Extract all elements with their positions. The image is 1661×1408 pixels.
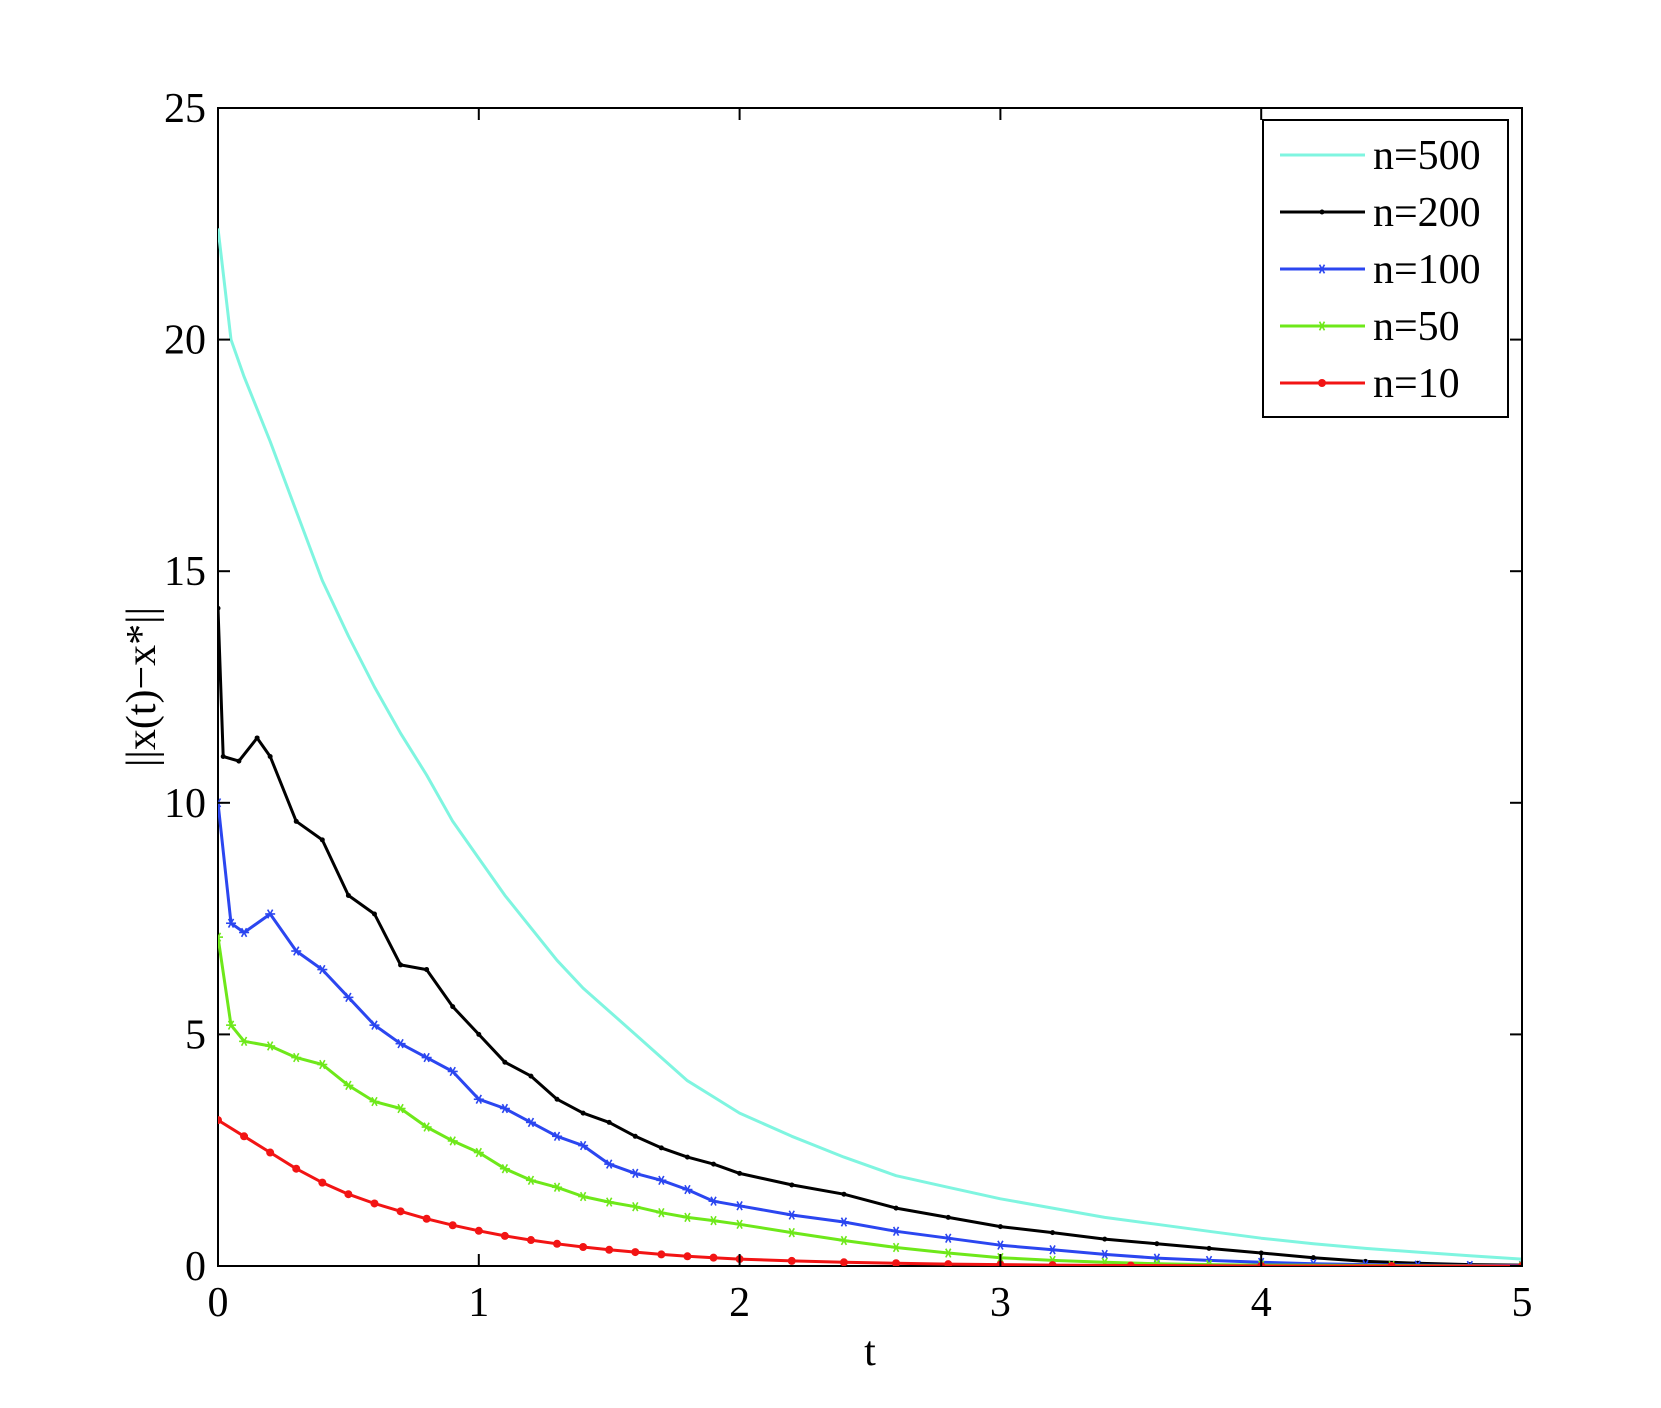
legend-marker <box>1318 379 1326 387</box>
series-line <box>218 936 1522 1266</box>
series-n-200 <box>218 605 1522 1266</box>
y-tick-label: 25 <box>164 86 206 132</box>
x-tick-label: 1 <box>468 1280 489 1326</box>
x-tick-label: 2 <box>729 1280 750 1326</box>
legend-label: n=500 <box>1373 133 1481 179</box>
ticks-layer: 0 1 2 3 4 5 0 5 10 15 20 25 <box>164 86 1533 1326</box>
series-line <box>218 608 1522 1266</box>
x-tick-label: 3 <box>990 1280 1011 1326</box>
x-tick-label: 5 <box>1512 1280 1533 1326</box>
y-axis-label: ||x(t)−x*|| <box>119 607 165 767</box>
x-tick-label: 0 <box>208 1280 229 1326</box>
legend-label: n=200 <box>1373 190 1481 236</box>
series-markers <box>218 798 1522 1266</box>
series-n-500 <box>218 228 1522 1261</box>
y-tick-label: 10 <box>164 781 206 827</box>
x-tick-label: 4 <box>1251 1280 1272 1326</box>
y-tick-label: 0 <box>185 1244 206 1290</box>
legend-label: n=100 <box>1373 247 1481 293</box>
y-tick-label: 15 <box>164 549 206 595</box>
series-line <box>218 228 1522 1261</box>
legend-label: n=10 <box>1373 361 1460 407</box>
series-markers <box>218 605 1522 1266</box>
legend-marker <box>1317 321 1327 331</box>
y-tick-label: 5 <box>185 1012 206 1058</box>
series-n-100 <box>218 798 1522 1266</box>
legend-label: n=50 <box>1373 304 1460 350</box>
legend-marker <box>1319 209 1325 215</box>
x-axis-label: t <box>864 1329 876 1375</box>
legend: n=500 n=200 n=100 n=50 n=10 <box>1262 119 1509 418</box>
y-tick-label: 20 <box>164 318 206 364</box>
legend-marker <box>1317 264 1327 274</box>
